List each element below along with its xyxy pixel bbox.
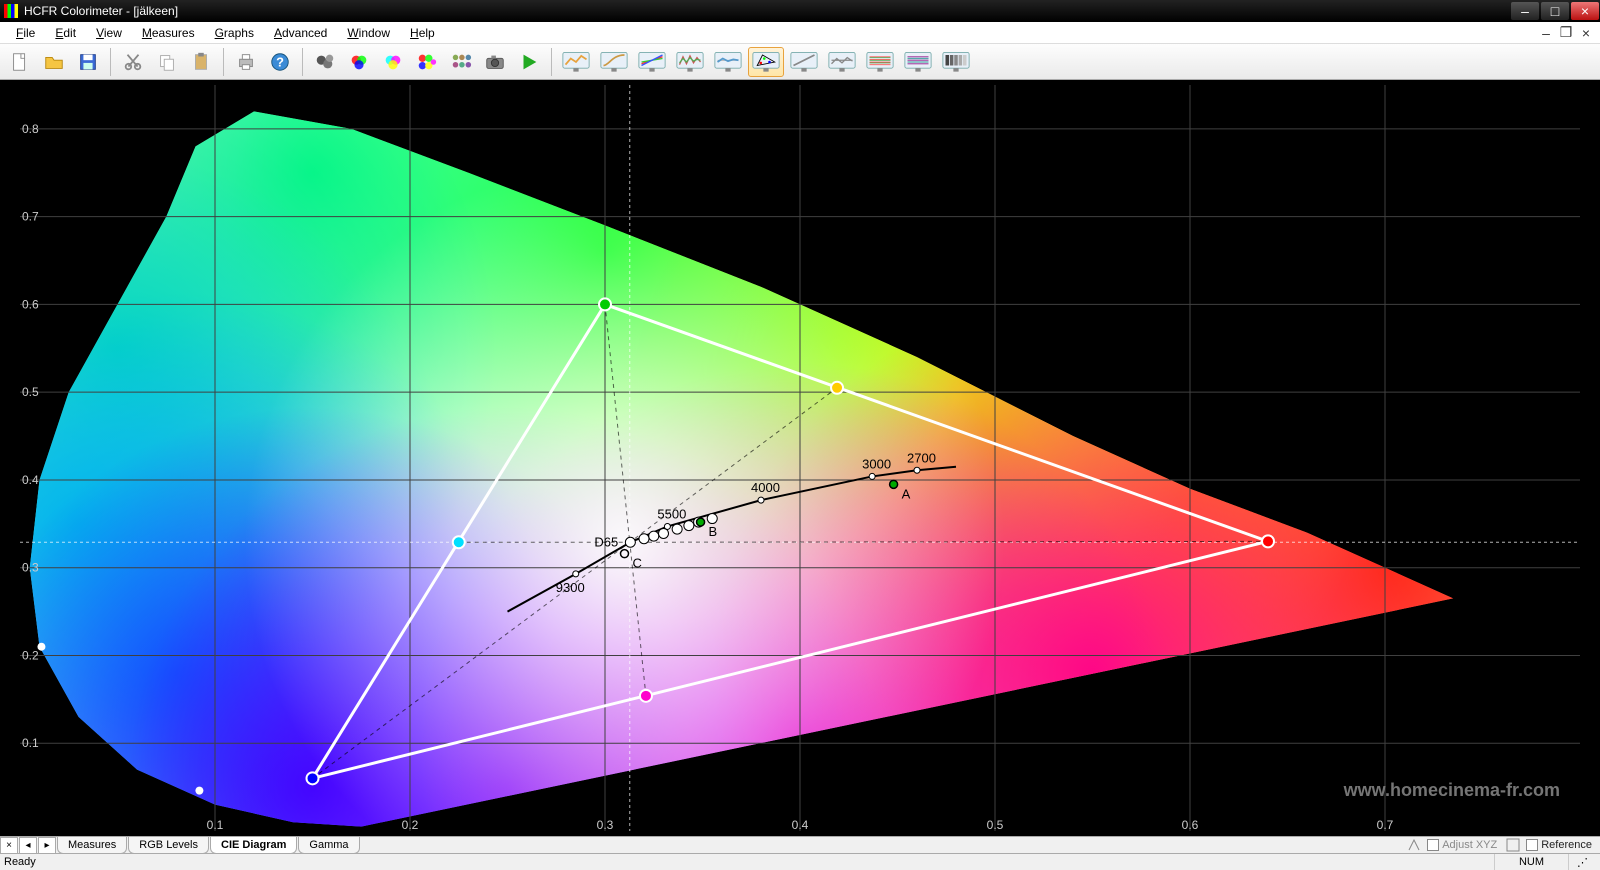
g-dE-button[interactable] xyxy=(672,47,708,77)
status-bar: Ready NUM ⋰ xyxy=(0,854,1600,870)
tab-rgb-levels[interactable]: RGB Levels xyxy=(128,837,209,854)
svg-text:3000: 3000 xyxy=(862,456,891,471)
reference-option[interactable]: Reference xyxy=(1505,837,1592,853)
g-luma-button[interactable] xyxy=(558,47,594,77)
menu-graphs[interactable]: Graphs xyxy=(205,24,264,42)
color-checker-button[interactable] xyxy=(445,47,477,77)
copy-button[interactable] xyxy=(151,47,183,77)
app-icon xyxy=(4,4,18,18)
mdi-minimize-button[interactable]: – xyxy=(1538,25,1554,41)
svg-text:0.7: 0.7 xyxy=(1377,818,1394,832)
svg-text:0.4: 0.4 xyxy=(22,473,39,487)
cie-diagram-svg: 0.1 0.2 0.3 0.4 0.5 0.6 0.7 0.1 0.2 0.3 0.4 0.5 0.6 0… xyxy=(0,80,1600,836)
svg-text:0.5: 0.5 xyxy=(22,385,39,399)
svg-text:2700: 2700 xyxy=(907,450,936,465)
svg-text:0.3: 0.3 xyxy=(22,561,39,575)
svg-text:4000: 4000 xyxy=(751,480,780,495)
print-button[interactable] xyxy=(230,47,262,77)
toolbar: ? xyxy=(0,44,1600,80)
svg-text:0.4: 0.4 xyxy=(792,818,809,832)
g-sat-button[interactable] xyxy=(786,47,822,77)
camera-button[interactable] xyxy=(479,47,511,77)
svg-text:A: A xyxy=(902,486,911,501)
svg-text:D65: D65 xyxy=(594,534,618,549)
svg-text:0.6: 0.6 xyxy=(22,297,39,311)
g-shift-button[interactable] xyxy=(824,47,860,77)
svg-text:?: ? xyxy=(276,54,284,69)
menu-help[interactable]: Help xyxy=(400,24,445,42)
mdi-close-button[interactable]: × xyxy=(1578,25,1594,41)
title-bar: HCFR Colorimeter - [jälkeen] – □ × xyxy=(0,0,1600,22)
svg-text:5500: 5500 xyxy=(657,506,686,521)
checker-button[interactable] xyxy=(411,47,443,77)
g-temp-button[interactable] xyxy=(710,47,746,77)
tab-gamma[interactable]: Gamma xyxy=(298,837,359,854)
menu-view[interactable]: View xyxy=(86,24,132,42)
svg-text:0.6: 0.6 xyxy=(1182,818,1199,832)
play-button[interactable] xyxy=(513,47,545,77)
mdi-restore-button[interactable]: ❐ xyxy=(1558,25,1574,41)
g-cie-button[interactable] xyxy=(748,47,784,77)
svg-text:C: C xyxy=(633,556,642,571)
cut-button[interactable] xyxy=(117,47,149,77)
open-file-button[interactable] xyxy=(38,47,70,77)
g-contrast-button[interactable] xyxy=(900,47,936,77)
tabs-bar: ×◂▸MeasuresRGB LevelsCIE DiagramGamma Adj… xyxy=(0,836,1600,854)
window-title: HCFR Colorimeter - [jälkeen] xyxy=(24,4,178,18)
svg-text:0.3: 0.3 xyxy=(597,818,614,832)
adjust-xyz-checkbox[interactable] xyxy=(1427,839,1439,851)
g-graybars-button[interactable] xyxy=(938,47,974,77)
svg-text:9300: 9300 xyxy=(556,580,585,595)
svg-text:0.5: 0.5 xyxy=(987,818,1004,832)
tab-nav-0[interactable]: × xyxy=(0,837,18,854)
reference-checkbox[interactable] xyxy=(1526,839,1538,851)
cie-diagram-canvas[interactable]: 0.1 0.2 0.3 0.4 0.5 0.6 0.7 0.1 0.2 0.3 0.4 0.5 0.6 0… xyxy=(0,80,1600,836)
status-num: NUM xyxy=(1494,854,1568,870)
save-file-button[interactable] xyxy=(72,47,104,77)
tab-nav-2[interactable]: ▸ xyxy=(38,837,56,854)
menu-measures[interactable]: Measures xyxy=(132,24,205,42)
sensor-balls-button[interactable] xyxy=(309,47,341,77)
svg-text:0.1: 0.1 xyxy=(207,818,224,832)
close-button[interactable]: × xyxy=(1571,2,1599,20)
menu-advanced[interactable]: Advanced xyxy=(264,24,337,42)
resize-grip[interactable]: ⋰ xyxy=(1568,854,1596,870)
svg-text:0.1: 0.1 xyxy=(22,736,39,750)
svg-text:0.2: 0.2 xyxy=(402,818,419,832)
status-text: Ready xyxy=(4,856,36,868)
tab-measures[interactable]: Measures xyxy=(57,837,127,854)
help-button[interactable]: ? xyxy=(264,47,296,77)
cmy-circles-button[interactable] xyxy=(377,47,409,77)
tab-cie-diagram[interactable]: CIE Diagram xyxy=(210,837,297,854)
minimize-button[interactable]: – xyxy=(1511,2,1539,20)
menu-window[interactable]: Window xyxy=(337,24,400,42)
g-near-button[interactable] xyxy=(862,47,898,77)
g-rgb-button[interactable] xyxy=(634,47,670,77)
menu-file[interactable]: File xyxy=(6,24,45,42)
menu-edit[interactable]: Edit xyxy=(45,24,86,42)
svg-text:0.8: 0.8 xyxy=(22,122,39,136)
g-gamma-button[interactable] xyxy=(596,47,632,77)
svg-text:0.2: 0.2 xyxy=(22,648,39,662)
menu-bar: FileEditViewMeasuresGraphsAdvancedWindow… xyxy=(0,22,1600,44)
maximize-button[interactable]: □ xyxy=(1541,2,1569,20)
svg-text:www.homecinema-fr.com: www.homecinema-fr.com xyxy=(1343,780,1560,800)
rgb-circles-button[interactable] xyxy=(343,47,375,77)
new-file-button[interactable] xyxy=(4,47,36,77)
paste-button[interactable] xyxy=(185,47,217,77)
adjust-xyz-option[interactable]: Adjust XYZ xyxy=(1406,837,1497,853)
svg-text:0.7: 0.7 xyxy=(22,210,39,224)
tab-nav-1[interactable]: ◂ xyxy=(19,837,37,854)
svg-text:B: B xyxy=(709,524,718,539)
